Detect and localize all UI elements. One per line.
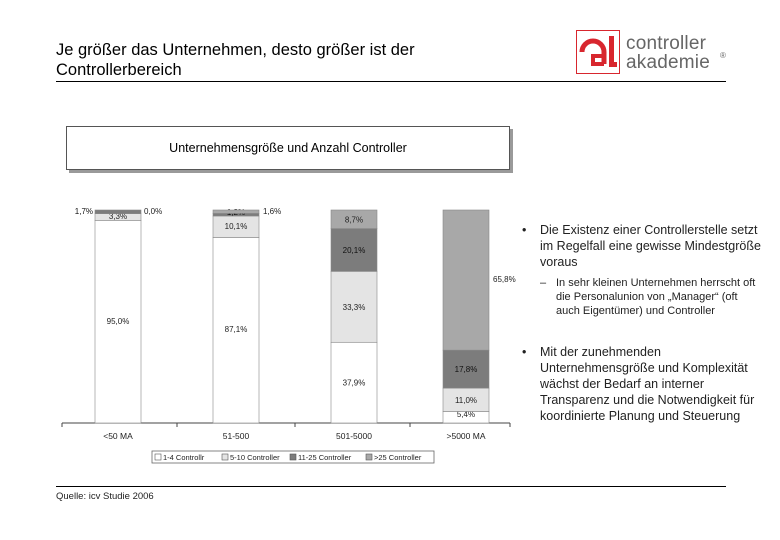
x-tick-label: <50 MA bbox=[103, 431, 133, 441]
title-divider bbox=[56, 81, 726, 82]
bullet-item: • Mit der zunehmenden Unternehmensgröße … bbox=[518, 344, 763, 424]
bar-segment-0 bbox=[212, 237, 260, 424]
bullet-mark: • bbox=[522, 223, 527, 237]
legend-label: >25 Controller bbox=[374, 453, 422, 462]
legend-label: 11-25 Controller bbox=[298, 453, 352, 462]
bar-segment-2 bbox=[330, 228, 378, 272]
chart-title: Unternehmensgröße und Anzahl Controller bbox=[169, 141, 407, 155]
legend-swatch-1 bbox=[221, 453, 229, 461]
data-label: 1,6% bbox=[263, 207, 281, 216]
bullet-text: Mit der zunehmenden Unternehmensgröße un… bbox=[540, 345, 755, 423]
logo-line1: controller bbox=[626, 33, 707, 54]
data-label: 33,3% bbox=[343, 303, 366, 312]
data-label: 95,0% bbox=[107, 317, 130, 326]
bar-segment-3 bbox=[442, 209, 490, 351]
bar-segment-3 bbox=[212, 209, 260, 214]
x-tick-label: 501-5000 bbox=[336, 431, 372, 441]
x-tick-label: 51-500 bbox=[223, 431, 250, 441]
sub-bullet-item: – In sehr kleinen Unternehmen herrscht o… bbox=[518, 276, 763, 318]
bar-segment-2 bbox=[94, 209, 142, 214]
chart-title-box: Unternehmensgröße und Anzahl Controller bbox=[66, 126, 510, 170]
data-label: 17,8% bbox=[455, 365, 478, 374]
bullet-list: • Die Existenz einer Controllerstelle se… bbox=[518, 222, 763, 424]
legend-label: 5-10 Controller bbox=[230, 453, 280, 462]
data-label: 5,4% bbox=[457, 410, 475, 419]
legend-swatch-2 bbox=[289, 453, 297, 461]
bar-segment-2 bbox=[442, 349, 490, 389]
sub-bullet-mark: – bbox=[540, 277, 547, 289]
data-label: 1,7% bbox=[75, 207, 93, 216]
data-label: 10,1% bbox=[225, 222, 248, 231]
sub-bullet-text: In sehr kleinen Unternehmen herrscht oft… bbox=[556, 277, 756, 317]
bullet-item: • Die Existenz einer Controllerstelle se… bbox=[518, 222, 763, 270]
bullet-text: Die Existenz einer Controllerstelle setz… bbox=[540, 223, 761, 269]
data-label: 37,9% bbox=[343, 379, 366, 388]
bar-segment-1 bbox=[330, 271, 378, 343]
logo-line2: akademie bbox=[626, 52, 710, 73]
source-note: Quelle: icv Studie 2006 bbox=[56, 491, 154, 502]
footer-divider bbox=[56, 486, 726, 487]
x-tick-label: >5000 MA bbox=[447, 431, 486, 441]
page-title: Je größer das Unternehmen, desto größer … bbox=[56, 41, 415, 79]
data-label: 65,8% bbox=[493, 275, 516, 284]
data-label: 20,1% bbox=[343, 246, 366, 255]
legend-swatch-0 bbox=[154, 453, 162, 461]
logo: controller akademie ® bbox=[576, 30, 731, 74]
legend-label: 1-4 Controllr bbox=[163, 453, 205, 462]
legend-swatch-3 bbox=[365, 453, 373, 461]
data-label: 0,0% bbox=[144, 207, 162, 216]
bar-segment-3 bbox=[330, 209, 378, 229]
data-label: 8,7% bbox=[345, 215, 363, 224]
data-label: 87,1% bbox=[225, 325, 248, 334]
bullet-mark: • bbox=[522, 345, 527, 359]
logo-mark-icon bbox=[576, 30, 620, 74]
logo-reg: ® bbox=[720, 51, 726, 60]
data-label: 11,0% bbox=[455, 396, 477, 405]
data-label: 3,3% bbox=[109, 212, 127, 221]
